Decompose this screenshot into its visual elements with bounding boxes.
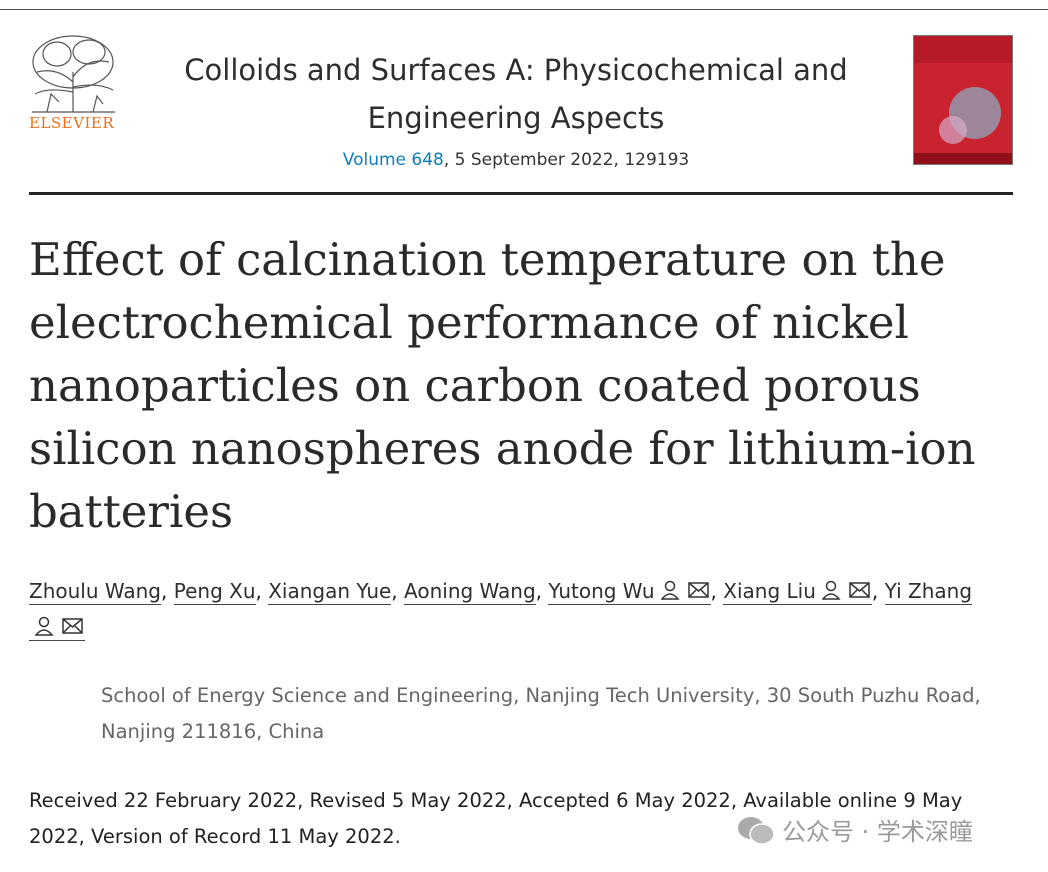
author[interactable]: Xiang Liu	[723, 579, 872, 605]
title-line: electrochemical performance of nickel	[29, 296, 909, 349]
journal-cover	[913, 35, 1013, 165]
title-line: silicon nanospheres anode for lithium-io…	[29, 422, 976, 475]
author-name: Xiang Liu	[723, 579, 816, 603]
watermark-text: 公众号 · 学术深瞳	[782, 818, 973, 846]
author[interactable]: Aoning Wang	[404, 579, 536, 605]
journal-title: Colloids and Surfaces A: Physicochemical…	[184, 53, 848, 87]
publisher-logo	[32, 35, 115, 113]
article-title: Effect of calcination temperature on the…	[29, 228, 976, 543]
separator: ,	[161, 579, 168, 603]
wechat-icon	[738, 816, 775, 845]
author[interactable]: Xiangan Yue	[268, 579, 392, 605]
journal-title: Engineering Aspects	[367, 101, 665, 135]
publisher-name: ELSEVIER	[29, 114, 115, 132]
title-line: Effect of calcination temperature on the	[29, 233, 946, 286]
author-name: Aoning Wang	[404, 579, 536, 603]
author-icons	[821, 580, 870, 600]
author[interactable]: Peng Xu	[173, 579, 256, 605]
author[interactable]: Zhoulu Wang	[29, 579, 162, 605]
article-history: Received 22 February 2022, Revised 5 May…	[29, 789, 963, 848]
author-name: Yi Zhang	[884, 579, 973, 603]
author-list: Zhoulu Wang, Peng Xu, Xiangan Yue, Aonin…	[29, 573, 1019, 645]
title-line: nanoparticles on carbon coated porous	[29, 359, 921, 412]
author-name: Zhoulu Wang	[29, 579, 162, 603]
watermark: 公众号 · 学术深瞳	[736, 812, 973, 847]
affiliation: School of Energy Science and Engineering…	[101, 684, 981, 743]
separator: ,	[535, 579, 543, 603]
author-icons	[34, 616, 83, 636]
top-border	[0, 9, 1048, 10]
header-rule	[29, 192, 1013, 195]
author-name: Peng Xu	[173, 579, 256, 603]
volume-line: Volume 648, 5 September 2022, 129193	[150, 150, 882, 170]
separator: ,	[255, 579, 262, 603]
author-icons	[659, 580, 709, 600]
separator: ,	[391, 579, 398, 603]
author-name: Yutong Wu	[548, 579, 655, 603]
volume-link[interactable]: Volume 648	[342, 150, 444, 170]
author-name: Xiangan Yue	[268, 579, 392, 603]
separator: ,	[710, 579, 717, 603]
author[interactable]: Yutong Wu	[548, 579, 711, 605]
separator: ,	[871, 579, 879, 603]
issue-info: , 5 September 2022, 129193	[443, 150, 690, 170]
author[interactable]: Yi Zhang	[29, 579, 973, 641]
title-line: batteries	[29, 485, 234, 538]
